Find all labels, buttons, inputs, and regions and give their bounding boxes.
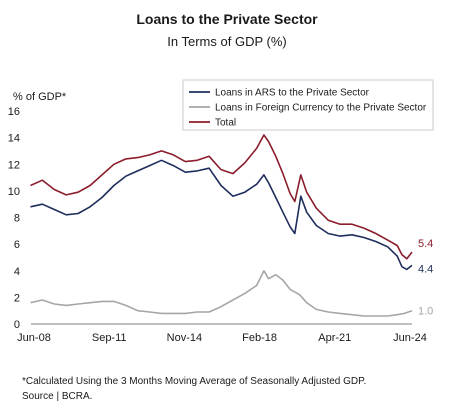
x-tick-label: Nov-14 (167, 332, 202, 344)
y-tick-label: 14 (8, 133, 20, 145)
x-axis-ticks: Jun-08 Sep-11 Nov-14 Feb-18 Apr-21 Jun-24 (17, 332, 427, 344)
x-tick-label: Feb-18 (242, 332, 277, 344)
chart-subtitle: In Terms of GDP (%) (167, 34, 286, 49)
y-tick-label: 4 (14, 266, 20, 278)
legend-box (182, 79, 434, 131)
y-axis-label: % of GDP* (13, 91, 67, 103)
legend-label: Total (215, 118, 236, 129)
chart-title: Loans to the Private Sector (136, 11, 318, 27)
series-end-label: 5.4 (418, 238, 433, 250)
series-end-label: 4.4 (418, 263, 433, 275)
series-line (30, 159, 413, 271)
legend: Loans in ARS to the Private Sector Loans … (182, 79, 434, 131)
y-tick-label: 2 (14, 292, 20, 304)
y-tick-label: 10 (8, 186, 20, 198)
source-note: Source | BCRA. (22, 391, 92, 402)
y-tick-label: 16 (8, 106, 20, 118)
series-line (30, 134, 413, 260)
x-tick-label: Jun-24 (393, 332, 427, 344)
y-tick-label: 6 (14, 239, 20, 251)
end-labels: 4.4 1.0 5.4 (418, 238, 433, 318)
series-line (30, 270, 413, 317)
footnote: *Calculated Using the 3 Months Moving Av… (22, 376, 366, 387)
x-tick-label: Sep-11 (92, 332, 127, 344)
series-end-label: 1.0 (418, 306, 433, 318)
y-axis-ticks: 0 2 4 6 8 10 12 14 16 (8, 106, 20, 331)
x-tick-label: Jun-08 (17, 332, 51, 344)
y-tick-label: 8 (14, 213, 20, 225)
y-tick-label: 0 (14, 319, 20, 331)
y-tick-label: 12 (8, 159, 20, 171)
legend-label: Loans in Foreign Currency to the Private… (215, 103, 427, 114)
legend-label: Loans in ARS to the Private Sector (215, 88, 370, 99)
x-tick-label: Apr-21 (318, 332, 351, 344)
series-lines (30, 134, 413, 317)
